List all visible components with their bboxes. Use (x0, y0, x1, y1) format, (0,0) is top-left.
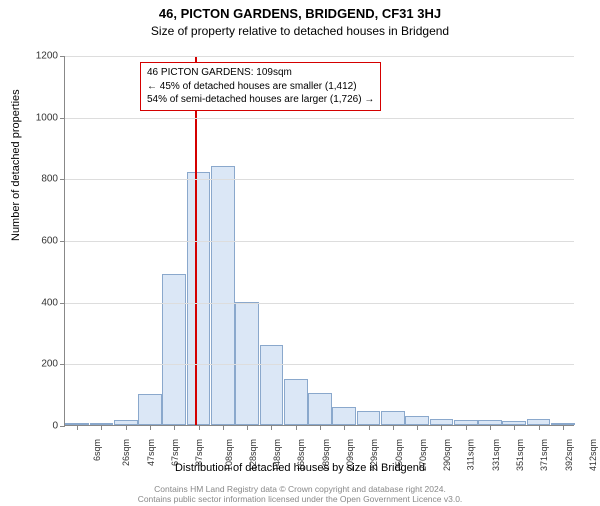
bar (405, 416, 429, 425)
ytick-label: 600 (18, 236, 58, 247)
ytick-label: 0 (18, 421, 58, 432)
xtick-mark (320, 425, 321, 430)
xtick-mark (223, 425, 224, 430)
ytick-label: 400 (18, 297, 58, 308)
xtick-mark (417, 425, 418, 430)
gridline (65, 56, 574, 57)
ytick-mark (60, 56, 65, 57)
xtick-mark (174, 425, 175, 430)
bar (187, 172, 211, 425)
bar (357, 411, 381, 425)
ytick-label: 1200 (18, 51, 58, 62)
xtick-mark (490, 425, 491, 430)
ytick-label: 1000 (18, 112, 58, 123)
bar (138, 394, 162, 425)
info-box: 46 PICTON GARDENS: 109sqm ← 45% of detac… (140, 62, 381, 111)
chart-title-main: 46, PICTON GARDENS, BRIDGEND, CF31 3HJ (0, 6, 600, 21)
gridline (65, 364, 574, 365)
ytick-mark (60, 179, 65, 180)
xtick-mark (344, 425, 345, 430)
gridline (65, 118, 574, 119)
xtick-mark (199, 425, 200, 430)
gridline (65, 241, 574, 242)
xtick-mark (441, 425, 442, 430)
xtick-mark (514, 425, 515, 430)
xtick-label: 6sqm (92, 439, 102, 461)
x-axis-title: Distribution of detached houses by size … (0, 462, 600, 474)
gridline (65, 179, 574, 180)
xtick-mark (369, 425, 370, 430)
xtick-mark (563, 425, 564, 430)
xtick-mark (271, 425, 272, 430)
plot-area: 46 PICTON GARDENS: 109sqm ← 45% of detac… (64, 56, 574, 426)
bar (162, 274, 186, 425)
xtick-mark (150, 425, 151, 430)
ytick-label: 200 (18, 359, 58, 370)
xtick-mark (77, 425, 78, 430)
ytick-mark (60, 426, 65, 427)
bar (381, 411, 405, 425)
gridline (65, 303, 574, 304)
xtick-mark (126, 425, 127, 430)
ytick-mark (60, 241, 65, 242)
bar (211, 166, 235, 425)
bar (260, 345, 284, 425)
ytick-mark (60, 364, 65, 365)
xtick-mark (539, 425, 540, 430)
xtick-mark (101, 425, 102, 430)
bar (332, 407, 356, 426)
chart-title-sub: Size of property relative to detached ho… (0, 24, 600, 38)
xtick-mark (296, 425, 297, 430)
ytick-mark (60, 118, 65, 119)
footer-line-2: Contains public sector information licen… (0, 494, 600, 504)
footer-line-1: Contains HM Land Registry data © Crown c… (0, 484, 600, 494)
bar (284, 379, 308, 425)
info-line-1: 46 PICTON GARDENS: 109sqm (147, 66, 374, 80)
bar (308, 393, 332, 425)
ytick-mark (60, 303, 65, 304)
xtick-mark (393, 425, 394, 430)
xtick-mark (247, 425, 248, 430)
xtick-mark (466, 425, 467, 430)
info-line-3: 54% of semi-detached houses are larger (… (147, 93, 374, 107)
ytick-label: 800 (18, 174, 58, 185)
bar (235, 302, 259, 425)
chart-area: 46 PICTON GARDENS: 109sqm ← 45% of detac… (64, 56, 574, 426)
footer-attribution: Contains HM Land Registry data © Crown c… (0, 484, 600, 504)
info-line-2: ← 45% of detached houses are smaller (1,… (147, 80, 374, 94)
